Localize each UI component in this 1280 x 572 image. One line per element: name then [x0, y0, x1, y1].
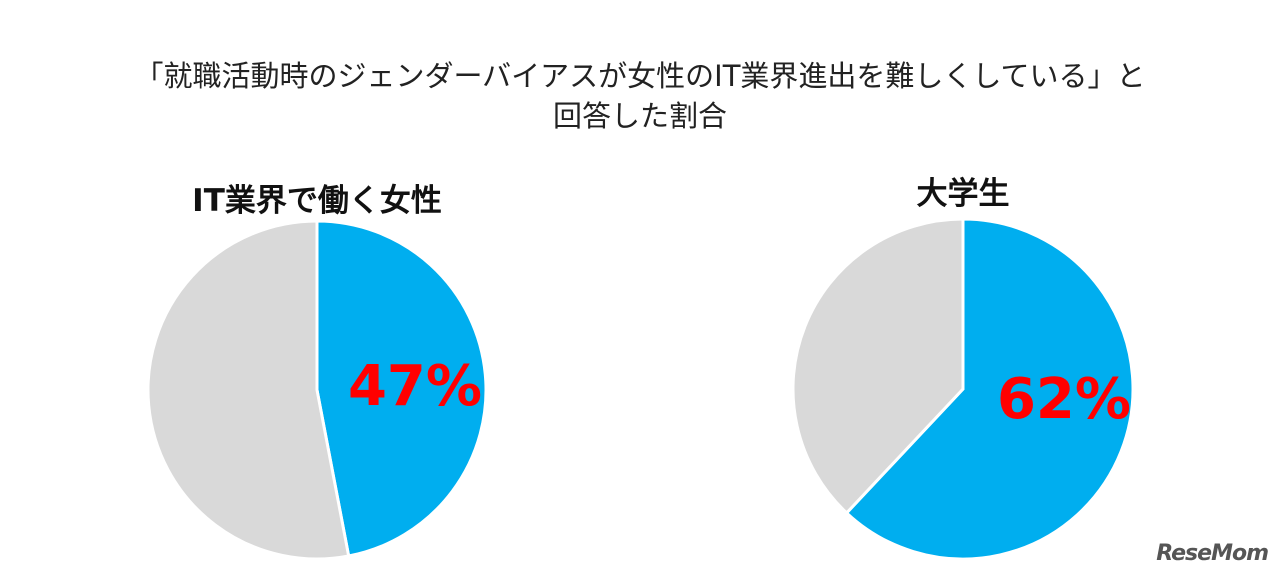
chart-title-it-women: IT業界で働く女性 — [192, 183, 442, 219]
pie-slice-0-0 — [315, 219, 488, 558]
pie-chart-it-women: 47% — [146, 219, 488, 561]
chart-title-students: 大学生 — [916, 176, 1010, 212]
pie-slice-0-1 — [146, 219, 351, 561]
pie-slice-1-1 — [791, 217, 965, 516]
title-line-2: 回答した割合 — [552, 99, 727, 133]
title-line-1: 「就職活動時のジェンダーバイアスが女性のIT業界進出を難しくしている」と — [134, 59, 1146, 93]
pie-slice-1-0 — [844, 217, 1135, 561]
data-label-1: 62% — [997, 367, 1131, 432]
page-title: 「就職活動時のジェンダーバイアスが女性のIT業界進出を難しくしている」と 回答し… — [0, 56, 1280, 136]
resemom-logo: ReseMom — [1156, 541, 1269, 566]
data-label-0: 47% — [348, 354, 482, 419]
pie-chart-students: 62% — [791, 217, 1135, 561]
